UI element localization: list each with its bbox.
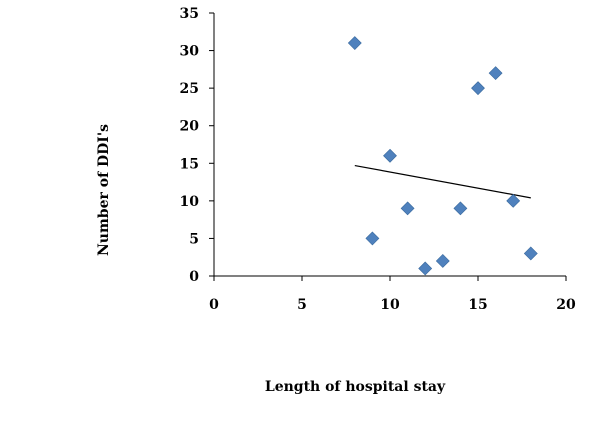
data-point	[453, 201, 468, 216]
y-axis-title: Number of DDI's	[96, 124, 112, 256]
y-tick-label: 35	[180, 6, 199, 22]
data-point	[471, 81, 485, 96]
y-tick-label: 10	[180, 194, 200, 210]
x-axis-tick-labels: 0 5 10 15 20	[209, 297, 576, 313]
y-tick-label: 15	[180, 156, 199, 172]
y-tick-label: 25	[180, 81, 199, 97]
data-point	[383, 148, 397, 163]
axes	[209, 12, 567, 281]
y-tick-label: 30	[180, 44, 200, 60]
y-tick-label: 20	[180, 119, 200, 135]
data-points	[347, 36, 538, 276]
data-point	[418, 261, 433, 276]
data-point	[506, 193, 521, 208]
y-tick-label: 5	[189, 231, 199, 247]
data-point	[488, 66, 503, 81]
data-point	[365, 231, 380, 246]
data-point	[435, 254, 450, 268]
data-point	[347, 36, 362, 50]
x-tick-label: 15	[468, 297, 487, 313]
x-tick-label: 10	[380, 297, 400, 313]
x-tick-label: 20	[556, 297, 576, 313]
data-point	[400, 201, 415, 216]
trendline-layer	[354, 164, 531, 199]
x-tick-label: 5	[297, 297, 307, 313]
x-axis-title: Length of hospital stay	[265, 379, 446, 395]
x-tick-label: 0	[209, 297, 219, 313]
y-axis-tick-labels: 0 5 10 15 20 25 30 35	[180, 6, 200, 285]
linear-trendline	[354, 164, 531, 199]
data-point	[523, 246, 538, 261]
y-tick-label: 0	[189, 269, 199, 285]
